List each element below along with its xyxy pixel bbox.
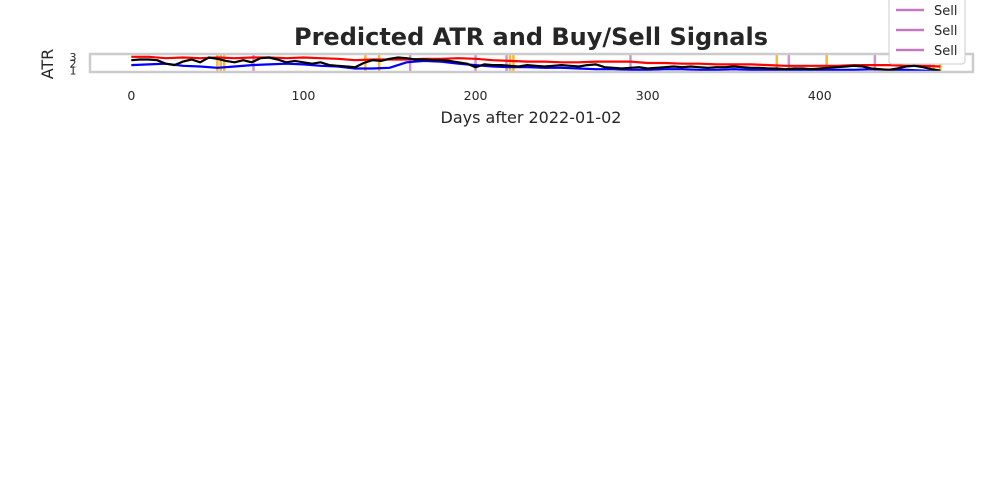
x-ticks: 0 100 200 300 400 (127, 88, 831, 103)
legend-label-2: Sell (934, 44, 957, 59)
y-tick-label-0: 1 (70, 65, 77, 78)
x-axis-label: Days after 2022-01-02 (441, 108, 622, 127)
x-tick-label-0: 0 (127, 88, 135, 103)
y-tick-label-1: 2 (70, 58, 77, 71)
legend-label-0: Sell (934, 4, 957, 19)
legend: Sell Sell Sell (888, 0, 966, 65)
plot-marks (131, 55, 942, 73)
series-line-2 (131, 56, 941, 72)
x-tick-label-1: 100 (292, 88, 316, 103)
legend-label-1: Sell (934, 24, 957, 39)
x-tick-label-3: 300 (636, 88, 660, 103)
y-ticks: 123 (70, 51, 77, 78)
x-tick-label-4: 400 (808, 88, 832, 103)
y-axis-label: ATR (38, 49, 57, 80)
y-tick-label-2: 3 (70, 51, 77, 64)
x-tick-label-2: 200 (464, 88, 488, 103)
legend-box (888, 0, 966, 65)
series-line-1 (131, 59, 941, 73)
chart-title: Predicted ATR and Buy/Sell Signals (294, 23, 768, 51)
plot-frame (88, 52, 975, 74)
